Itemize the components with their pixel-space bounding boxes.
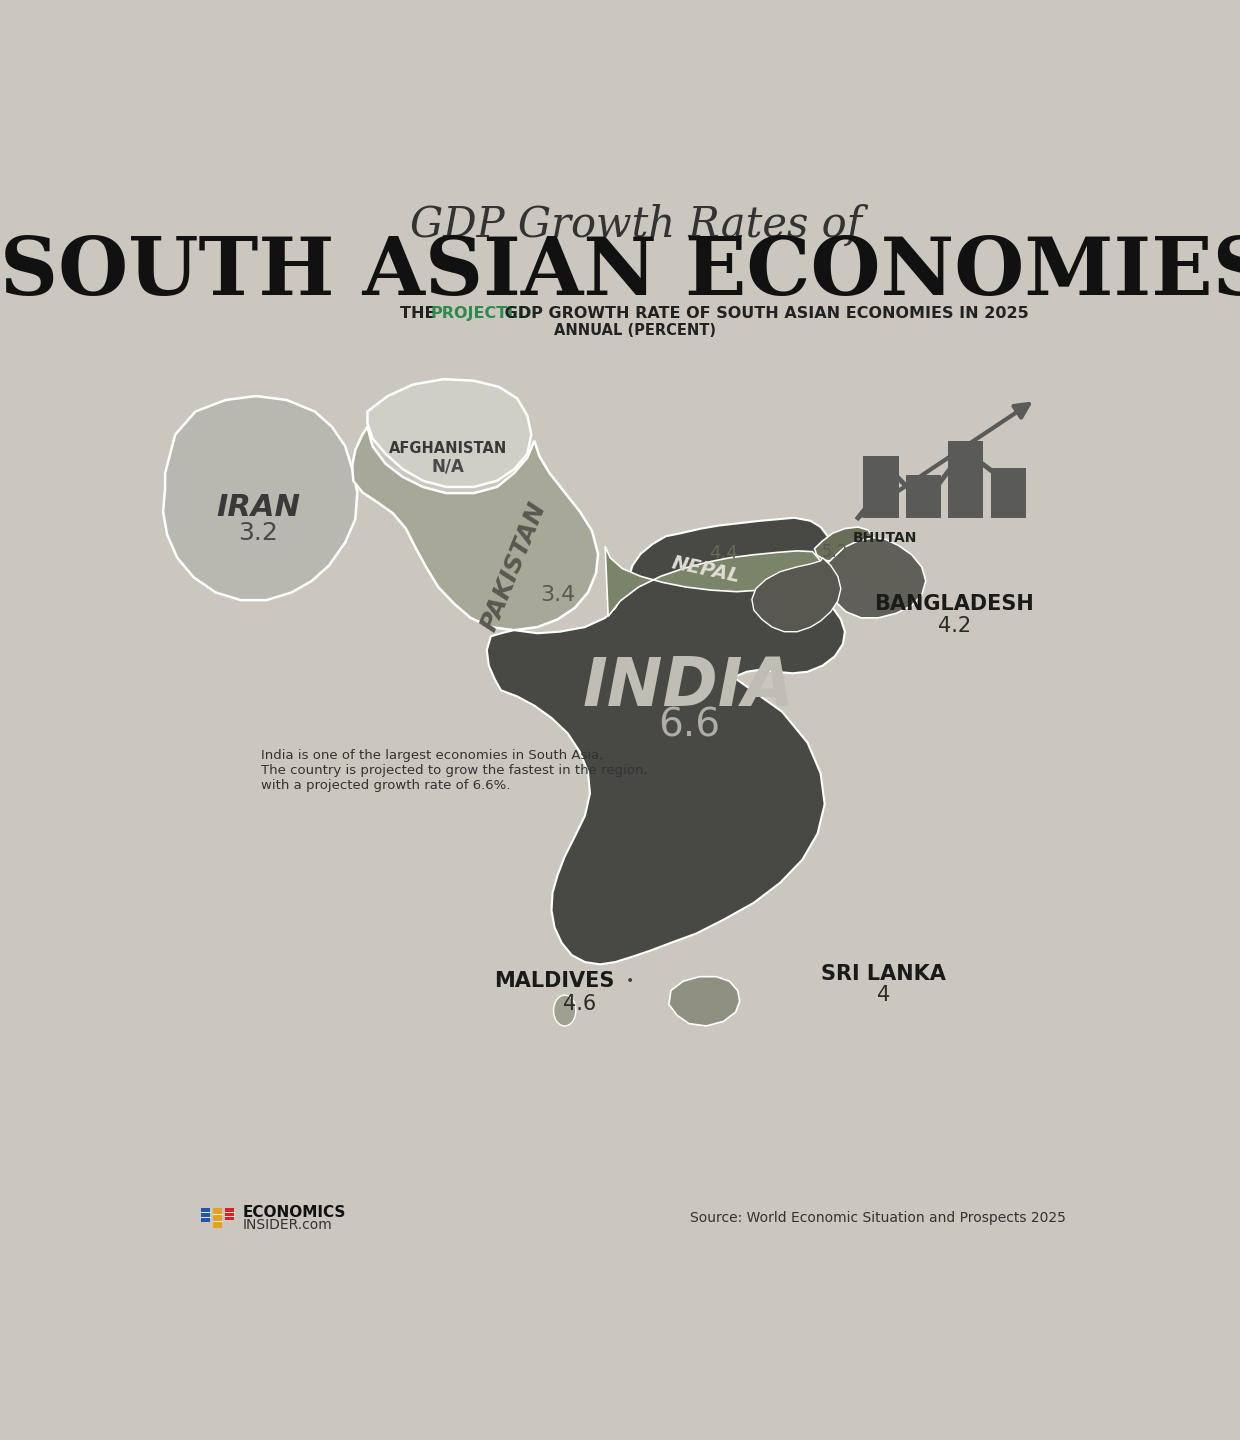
- Bar: [905, 475, 941, 518]
- Bar: [863, 456, 899, 518]
- Polygon shape: [751, 557, 841, 632]
- Polygon shape: [487, 518, 844, 965]
- Polygon shape: [367, 379, 531, 487]
- Text: GDP Growth Rates of: GDP Growth Rates of: [409, 204, 862, 246]
- Text: Source: World Economic Situation and Prospects 2025: Source: World Economic Situation and Pro…: [689, 1211, 1065, 1225]
- Polygon shape: [825, 537, 926, 618]
- Polygon shape: [815, 527, 873, 563]
- Text: AFGHANISTAN: AFGHANISTAN: [389, 441, 507, 456]
- Ellipse shape: [553, 995, 575, 1025]
- Polygon shape: [352, 426, 598, 631]
- Text: 6.6: 6.6: [658, 707, 720, 744]
- Text: 4.4: 4.4: [709, 544, 738, 562]
- Text: 5.2: 5.2: [822, 543, 848, 560]
- Bar: [201, 1208, 210, 1221]
- Polygon shape: [668, 976, 740, 1025]
- Text: GDP GROWTH RATE OF SOUTH ASIAN ECONOMIES IN 2025: GDP GROWTH RATE OF SOUTH ASIAN ECONOMIES…: [498, 307, 1029, 321]
- Text: INSIDER.com: INSIDER.com: [243, 1218, 332, 1231]
- Text: BHUTAN: BHUTAN: [853, 531, 918, 544]
- Polygon shape: [605, 546, 821, 616]
- Text: PAKISTAN: PAKISTAN: [477, 498, 551, 635]
- Text: ANNUAL (PERCENT): ANNUAL (PERCENT): [554, 323, 717, 338]
- Text: 3.4: 3.4: [539, 585, 575, 605]
- Bar: [224, 1208, 234, 1220]
- Text: 4: 4: [877, 985, 890, 1005]
- Text: 4.2: 4.2: [937, 615, 971, 635]
- Text: PROJECTED: PROJECTED: [430, 307, 532, 321]
- Text: ECONOMICS: ECONOMICS: [243, 1205, 346, 1220]
- Text: •: •: [626, 975, 635, 988]
- Text: SOUTH ASIAN ECONOMIES: SOUTH ASIAN ECONOMIES: [0, 233, 1240, 312]
- Text: 3.2: 3.2: [238, 521, 278, 546]
- Text: India is one of the largest economies in South Asia,
The country is projected to: India is one of the largest economies in…: [262, 749, 647, 792]
- Text: IRAN: IRAN: [216, 494, 300, 523]
- Text: THE: THE: [401, 307, 441, 321]
- Text: INDIA: INDIA: [583, 654, 795, 720]
- Text: NEPAL: NEPAL: [671, 553, 743, 586]
- Text: BANGLADESH: BANGLADESH: [874, 593, 1034, 613]
- Text: N/A: N/A: [432, 458, 465, 477]
- Bar: [213, 1208, 222, 1228]
- Text: 4.6: 4.6: [563, 995, 596, 1014]
- Text: MALDIVES: MALDIVES: [495, 972, 615, 991]
- Bar: [949, 441, 983, 518]
- Text: SRI LANKA: SRI LANKA: [821, 963, 946, 984]
- Bar: [991, 468, 1025, 518]
- Polygon shape: [164, 396, 357, 600]
